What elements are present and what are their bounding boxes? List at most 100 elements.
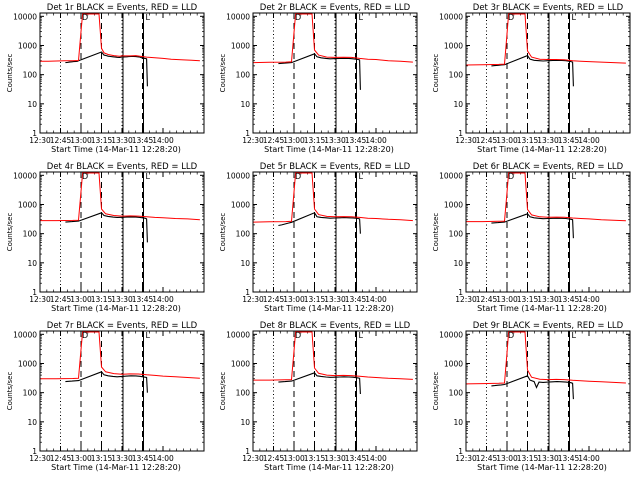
x-tick-label: 12:45 — [50, 136, 72, 145]
chart-title: Det 1r BLACK = Events, RED = LLD — [47, 3, 198, 13]
chart-panel: Det 6r BLACK = Events, RED = LLD Counts/s… — [432, 162, 631, 313]
marker-label-l: L — [359, 172, 364, 181]
x-tick-label: 13:15 — [91, 454, 113, 463]
x-axis-label: Start Time (14-Mar-11 12:28:20) — [264, 304, 394, 313]
x-axis-label: Start Time (14-Mar-11 12:28:20) — [477, 304, 607, 313]
y-tick-label: 100 — [236, 71, 251, 80]
events-series-line — [491, 213, 574, 239]
y-tick-label: 10000 — [226, 330, 250, 339]
plot-frame — [465, 12, 631, 134]
x-tick-label: 13:15 — [304, 454, 326, 463]
x-tick-label: 12:30 — [455, 454, 477, 463]
y-tick-label: 1 — [32, 288, 37, 297]
events-series-line — [65, 51, 148, 87]
y-tick-label: 1 — [458, 447, 463, 456]
lld-series-line — [466, 331, 626, 385]
x-tick-label: 14:00 — [578, 295, 600, 304]
y-tick-label: 10000 — [439, 330, 463, 339]
plot-area — [40, 331, 200, 451]
x-tick-label: 12:45 — [50, 454, 72, 463]
marker-label-l: L — [146, 331, 151, 340]
x-tick-label: 13:00 — [496, 136, 518, 145]
x-tick-label: 13:00 — [496, 454, 518, 463]
marker-label-d: D — [295, 172, 301, 181]
x-tick-label: 13:45 — [558, 295, 580, 304]
marker-label-l: L — [572, 331, 577, 340]
y-axis-label: Counts/sec — [219, 54, 227, 93]
y-tick-label: 10000 — [439, 171, 463, 180]
chart-title: Det 2r BLACK = Events, RED = LLD — [260, 3, 411, 13]
y-tick-label: 10 — [27, 100, 37, 109]
events-series-line — [65, 371, 148, 393]
y-tick-label: 100 — [236, 389, 251, 398]
x-tick-label: 13:45 — [132, 136, 154, 145]
plot-area — [40, 172, 200, 292]
x-tick-label: 12:30 — [29, 295, 51, 304]
plot-frame — [39, 12, 205, 134]
plot-frame — [39, 330, 205, 452]
chart-panel: Det 1r BLACK = Events, RED = LLD Counts/s… — [6, 3, 205, 154]
x-axis-label: Start Time (14-Mar-11 12:28:20) — [51, 145, 181, 154]
x-tick-label: 13:45 — [345, 295, 367, 304]
marker-label-l: L — [359, 331, 364, 340]
chart-panel: Det 4r BLACK = Events, RED = LLD Counts/s… — [6, 162, 205, 313]
x-tick-label: 13:15 — [517, 136, 539, 145]
x-tick-label: 12:45 — [476, 295, 498, 304]
x-tick-label: 13:30 — [111, 454, 133, 463]
y-tick-label: 1000 — [18, 359, 37, 368]
x-tick-label: 13:15 — [517, 454, 539, 463]
y-tick-label: 10000 — [226, 12, 250, 21]
x-tick-label: 12:45 — [263, 136, 285, 145]
plot-frame — [465, 171, 631, 293]
chart-panel: Det 2r BLACK = Events, RED = LLD Counts/s… — [219, 3, 418, 154]
marker-label-d: D — [508, 172, 514, 181]
y-tick-label: 1 — [245, 447, 250, 456]
y-tick-label: 1000 — [231, 200, 250, 209]
x-tick-label: 12:45 — [476, 136, 498, 145]
y-tick-label: 1 — [458, 288, 463, 297]
x-axis-label: Start Time (14-Mar-11 12:28:20) — [477, 145, 607, 154]
y-axis-label: Counts/sec — [432, 372, 440, 411]
x-tick-label: 12:45 — [263, 454, 285, 463]
plot-frame — [252, 330, 418, 452]
plot-frame — [252, 12, 418, 134]
x-tick-label: 14:00 — [365, 295, 387, 304]
x-tick-label: 13:15 — [517, 295, 539, 304]
x-tick-label: 13:45 — [558, 454, 580, 463]
marker-label-l: L — [359, 13, 364, 22]
marker-label-l: L — [146, 13, 151, 22]
y-tick-label: 1 — [245, 288, 250, 297]
x-tick-label: 13:15 — [304, 295, 326, 304]
x-axis-label: Start Time (14-Mar-11 12:28:20) — [264, 145, 394, 154]
y-tick-label: 10 — [453, 100, 463, 109]
plot-area — [253, 172, 413, 292]
x-tick-label: 12:30 — [242, 136, 264, 145]
x-tick-label: 12:45 — [50, 295, 72, 304]
x-tick-label: 12:30 — [29, 454, 51, 463]
y-axis-label: Counts/sec — [432, 213, 440, 252]
marker-label-d: D — [82, 13, 88, 22]
events-series-line — [65, 212, 148, 243]
x-tick-label: 13:15 — [91, 136, 113, 145]
x-tick-label: 12:30 — [29, 136, 51, 145]
chart-title: Det 5r BLACK = Events, RED = LLD — [260, 162, 411, 172]
marker-label-l: L — [572, 172, 577, 181]
x-tick-label: 13:45 — [345, 454, 367, 463]
marker-label-l: L — [146, 172, 151, 181]
marker-label-d: D — [82, 172, 88, 181]
x-tick-label: 12:30 — [455, 295, 477, 304]
marker-label-d: D — [295, 13, 301, 22]
y-tick-label: 1000 — [444, 41, 463, 50]
y-tick-label: 100 — [449, 230, 464, 239]
x-tick-label: 14:00 — [365, 136, 387, 145]
x-tick-label: 12:30 — [242, 295, 264, 304]
x-tick-label: 13:00 — [70, 136, 92, 145]
y-axis-label: Counts/sec — [219, 213, 227, 252]
chart-title: Det 6r BLACK = Events, RED = LLD — [473, 162, 624, 172]
y-tick-label: 10 — [27, 418, 37, 427]
plot-frame — [252, 171, 418, 293]
x-tick-label: 13:30 — [537, 454, 559, 463]
x-tick-label: 13:45 — [132, 295, 154, 304]
plot-area — [253, 13, 413, 133]
